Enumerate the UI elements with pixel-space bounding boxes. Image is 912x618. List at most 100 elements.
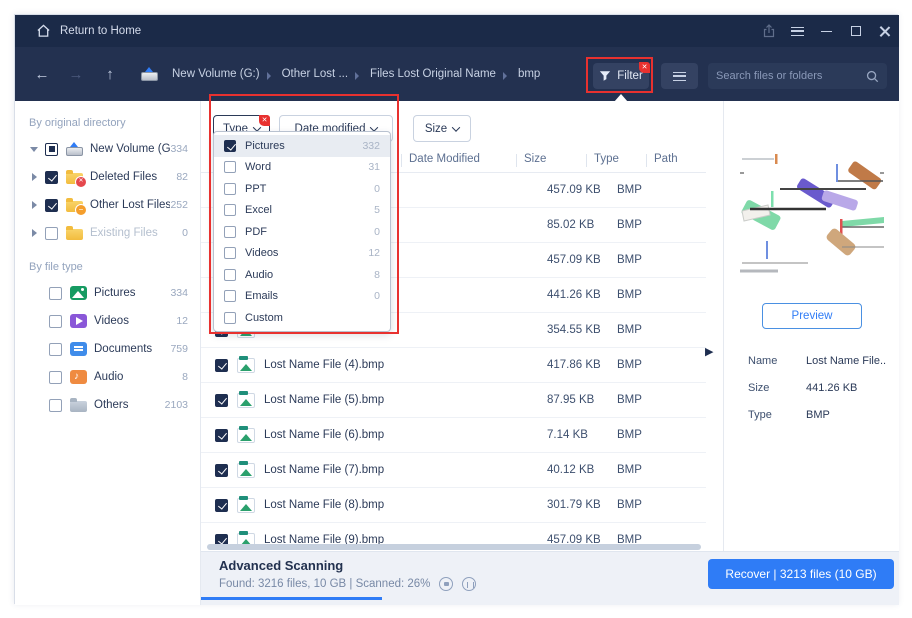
search-input[interactable] bbox=[716, 70, 866, 82]
checkbox[interactable] bbox=[215, 393, 228, 407]
breadcrumb-item[interactable]: bmp bbox=[502, 66, 544, 82]
item-icon bbox=[66, 170, 87, 188]
checkbox[interactable] bbox=[224, 268, 236, 281]
file-thumbnail[interactable] bbox=[738, 151, 886, 281]
checkbox[interactable] bbox=[215, 428, 228, 442]
dropdown-item[interactable]: Videos 12 bbox=[214, 243, 390, 265]
checkbox[interactable] bbox=[49, 398, 62, 412]
checkbox[interactable] bbox=[49, 370, 62, 384]
file-row[interactable]: Lost Name File (8).bmp 301.79 KB BMP bbox=[201, 488, 706, 523]
checkbox[interactable] bbox=[224, 161, 236, 174]
pause-scan-button[interactable] bbox=[462, 577, 477, 591]
dropdown-item[interactable]: PPT 0 bbox=[214, 178, 390, 200]
filetype-item[interactable]: Videos 12 bbox=[15, 307, 200, 335]
checkbox[interactable] bbox=[45, 226, 58, 240]
checkbox[interactable] bbox=[215, 498, 228, 512]
checkbox[interactable] bbox=[224, 225, 236, 238]
recover-button[interactable]: Recover | 3213 files (10 GB) bbox=[708, 559, 894, 589]
up-arrow-icon[interactable]: ↑ bbox=[106, 65, 114, 83]
file-row[interactable]: Lost Name File (5).bmp 87.95 KB BMP bbox=[201, 383, 706, 418]
column-header-path[interactable]: Path bbox=[654, 153, 678, 165]
checkbox[interactable] bbox=[224, 204, 236, 217]
share-icon[interactable] bbox=[754, 15, 783, 47]
checkbox[interactable] bbox=[224, 290, 236, 303]
dropdown-item-count: 332 bbox=[362, 139, 380, 152]
checkbox[interactable] bbox=[45, 142, 58, 156]
dropdown-item-count: 0 bbox=[374, 290, 380, 303]
file-row[interactable]: Lost Name File (4).bmp 417.86 KB BMP bbox=[201, 348, 706, 383]
dropdown-item[interactable]: Emails 0 bbox=[214, 286, 390, 308]
file-size: 7.14 KB bbox=[547, 429, 588, 441]
title-bar: Return to Home bbox=[15, 15, 899, 47]
file-type: BMP bbox=[617, 429, 642, 441]
file-type: BMP bbox=[617, 534, 642, 546]
dropdown-item[interactable]: Audio 8 bbox=[214, 264, 390, 286]
file-row[interactable]: Lost Name File (7).bmp 40.12 KB BMP bbox=[201, 453, 706, 488]
preview-button[interactable]: Preview bbox=[762, 303, 862, 329]
filetype-item[interactable]: Others 2103 bbox=[15, 391, 200, 419]
checkbox[interactable] bbox=[224, 182, 236, 195]
filter-button[interactable]: Filter ✕ bbox=[593, 62, 650, 89]
menu-icon[interactable] bbox=[783, 15, 812, 47]
bmp-file-icon bbox=[237, 530, 255, 548]
view-options-button[interactable] bbox=[661, 63, 698, 89]
detail-label: Name bbox=[748, 354, 778, 367]
search-icon[interactable] bbox=[866, 70, 879, 83]
item-count: 334 bbox=[170, 143, 188, 155]
type-badge-icon[interactable]: ✕ bbox=[259, 115, 270, 126]
directory-tree-item[interactable]: New Volume (G:) 334 bbox=[15, 135, 200, 163]
maximize-button[interactable] bbox=[841, 15, 870, 47]
dropdown-item[interactable]: Excel 5 bbox=[214, 200, 390, 222]
caret-icon[interactable] bbox=[29, 201, 41, 209]
dropdown-item[interactable]: Pictures 332 bbox=[214, 135, 390, 157]
detail-value: Lost Name File.. bbox=[806, 354, 887, 367]
checkbox[interactable] bbox=[45, 170, 58, 184]
caret-icon[interactable] bbox=[29, 145, 41, 153]
checkbox[interactable] bbox=[215, 463, 228, 477]
close-button[interactable] bbox=[870, 15, 899, 47]
detail-value: BMP bbox=[806, 408, 830, 421]
checkbox[interactable] bbox=[45, 198, 58, 212]
file-type: BMP bbox=[617, 289, 642, 301]
checkbox[interactable] bbox=[215, 358, 228, 372]
breadcrumb-item[interactable]: New Volume (G:) bbox=[172, 68, 260, 80]
stop-scan-button[interactable] bbox=[439, 577, 454, 591]
filetype-item[interactable]: Documents 759 bbox=[15, 335, 200, 363]
column-header-size[interactable]: Size bbox=[524, 153, 547, 165]
directory-tree-item[interactable]: Other Lost Files 252 bbox=[15, 191, 200, 219]
file-row[interactable]: Lost Name File (6).bmp 7.14 KB BMP bbox=[201, 418, 706, 453]
column-header-type[interactable]: Type bbox=[594, 153, 619, 165]
caret-icon[interactable] bbox=[29, 173, 41, 181]
column-header-date[interactable]: Date Modified bbox=[409, 153, 480, 165]
caret-icon[interactable] bbox=[29, 229, 41, 237]
checkbox[interactable] bbox=[49, 342, 62, 356]
breadcrumb-item[interactable]: Files Lost Original Name bbox=[355, 66, 500, 82]
dropdown-item[interactable]: Word 31 bbox=[214, 157, 390, 179]
checkbox[interactable] bbox=[49, 286, 62, 300]
dropdown-item-label: Audio bbox=[245, 268, 274, 281]
return-home-button[interactable]: Return to Home bbox=[36, 24, 141, 38]
checkbox[interactable] bbox=[224, 139, 236, 152]
scan-progress-track bbox=[201, 597, 899, 600]
directory-tree-item[interactable]: Deleted Files 82 bbox=[15, 163, 200, 191]
item-label: Existing Files bbox=[90, 227, 158, 239]
checkbox[interactable] bbox=[49, 314, 62, 328]
breadcrumb-item[interactable]: Other Lost ... bbox=[266, 66, 352, 82]
back-arrow-icon[interactable]: ← bbox=[34, 65, 50, 83]
checkbox[interactable] bbox=[224, 311, 236, 324]
item-label: Others bbox=[94, 399, 129, 411]
preview-collapse-icon[interactable]: ▶ bbox=[705, 346, 714, 358]
filetype-item[interactable]: Audio 8 bbox=[15, 363, 200, 391]
bmp-file-icon bbox=[237, 425, 255, 443]
forward-arrow-icon[interactable]: → bbox=[68, 65, 84, 83]
file-size: 301.79 KB bbox=[547, 499, 601, 511]
filter-size-button[interactable]: Size bbox=[413, 115, 471, 142]
filetype-item[interactable]: Pictures 334 bbox=[15, 279, 200, 307]
horizontal-scrollbar[interactable] bbox=[207, 544, 701, 550]
minimize-button[interactable] bbox=[812, 15, 841, 47]
directory-tree-item[interactable]: Existing Files 0 bbox=[15, 219, 200, 247]
dropdown-item[interactable]: Custom bbox=[214, 307, 390, 329]
dropdown-item[interactable]: PDF 0 bbox=[214, 221, 390, 243]
checkbox[interactable] bbox=[224, 247, 236, 260]
file-name: Lost Name File (6).bmp bbox=[264, 429, 385, 441]
